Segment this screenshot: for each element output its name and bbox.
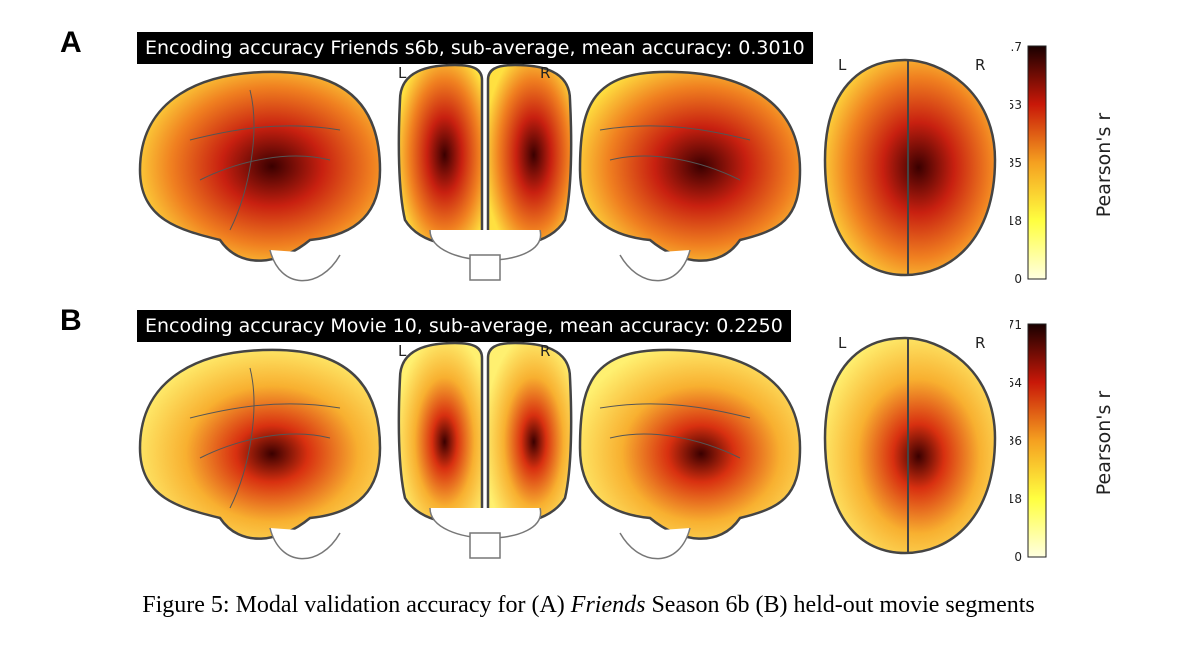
caption-prefix: Figure 5: Modal validation accuracy for … [142, 592, 571, 618]
panel-letter: B [60, 304, 82, 337]
colorbar-label: Pearson's r [1093, 113, 1115, 218]
panel-a: A Encoding accuracy Friends s6b, sub-ave… [0, 20, 1177, 300]
colorbar: 0.7 0.53 0.35 0.18 0 Pearson's r [1010, 40, 1115, 286]
posterior-brain: L R [397, 63, 573, 281]
colorbar-tick: 0.18 [1010, 214, 1022, 228]
right-lateral-brain [578, 70, 802, 282]
axial-left-label: L [838, 56, 847, 74]
caption-suffix: Season 6b (B) held-out movie segments [645, 592, 1035, 618]
colorbar-tick: 0 [1014, 550, 1022, 564]
colorbar-tick: 0.36 [1010, 434, 1022, 448]
brain-views: L R L R [138, 334, 997, 560]
left-view-label: L [398, 64, 407, 82]
colorbar-tick: 0.71 [1010, 318, 1022, 332]
colorbar-tick: 0.18 [1010, 492, 1022, 506]
posterior-brain: L R [397, 341, 573, 559]
panel-title: Encoding accuracy Friends s6b, sub-avera… [137, 32, 813, 64]
axial-right-label: R [975, 334, 985, 352]
colorbar-label: Pearson's r [1093, 391, 1115, 496]
panel-b: B Encoding accuracy Movie 10, sub-averag… [0, 298, 1177, 578]
colorbar-tick: 0.53 [1010, 98, 1022, 112]
right-view-label: R [540, 64, 550, 82]
axial-right-label: R [975, 56, 985, 74]
brain-views: L R L R [138, 56, 997, 282]
figure-caption: Figure 5: Modal validation accuracy for … [0, 592, 1177, 619]
left-view-label: L [398, 342, 407, 360]
axial-left-label: L [838, 334, 847, 352]
axial-brain: L R [823, 56, 997, 277]
colorbar-tick: 0.54 [1010, 376, 1022, 390]
axial-brain: L R [823, 334, 997, 555]
colorbar: 0.71 0.54 0.36 0.18 0 Pearson's r [1010, 318, 1115, 564]
left-lateral-brain [138, 70, 382, 282]
right-lateral-brain [578, 348, 802, 560]
colorbar-tick: 0.35 [1010, 156, 1022, 170]
colorbar-tick: 0 [1014, 272, 1022, 286]
left-lateral-brain [138, 348, 382, 560]
caption-italic: Friends [570, 592, 646, 618]
right-view-label: R [540, 342, 550, 360]
panel-letter: A [60, 26, 82, 59]
colorbar-tick: 0.7 [1010, 40, 1022, 54]
panel-title: Encoding accuracy Movie 10, sub-average,… [137, 310, 791, 342]
